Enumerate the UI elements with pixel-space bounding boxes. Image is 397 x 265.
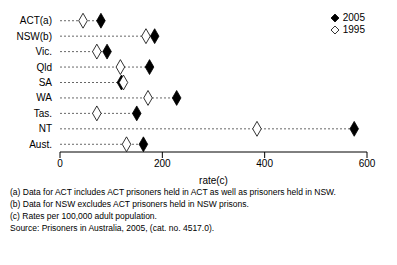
svg-text:200: 200 <box>154 158 171 169</box>
html-text:(c) Rates per 100,000 adult po: (c) Rates per 100,000 adult population. <box>10 211 157 221</box>
svg-text:NT: NT <box>39 123 52 134</box>
svg-text:Qld: Qld <box>36 62 52 73</box>
svg-text:Aust.: Aust. <box>29 139 52 150</box>
svg-text:0: 0 <box>57 158 63 169</box>
html-text:2005: 2005 <box>342 12 365 23</box>
svg-text:SA: SA <box>39 77 53 88</box>
svg-text:ACT(a): ACT(a) <box>20 15 52 26</box>
html-text:(a) Data for ACT includes ACT: (a) Data for ACT includes ACT prisoners … <box>10 187 336 197</box>
svg-text:600: 600 <box>359 158 376 169</box>
html-text:1995: 1995 <box>342 24 365 35</box>
svg-text:rate(c): rate(c) <box>199 175 228 186</box>
svg-text:400: 400 <box>256 158 273 169</box>
html-text:Source: Prisoners in Australia: Source: Prisoners in Australia, 2005, (c… <box>10 223 215 233</box>
svg-text:NSW(b): NSW(b) <box>16 31 52 42</box>
svg-text:Vic.: Vic. <box>36 46 53 57</box>
html-text:(b) Data for NSW excludes ACT: (b) Data for NSW excludes ACT prisoners … <box>10 199 249 209</box>
svg-text:Tas.: Tas. <box>34 108 52 119</box>
svg-text:WA: WA <box>36 92 52 103</box>
